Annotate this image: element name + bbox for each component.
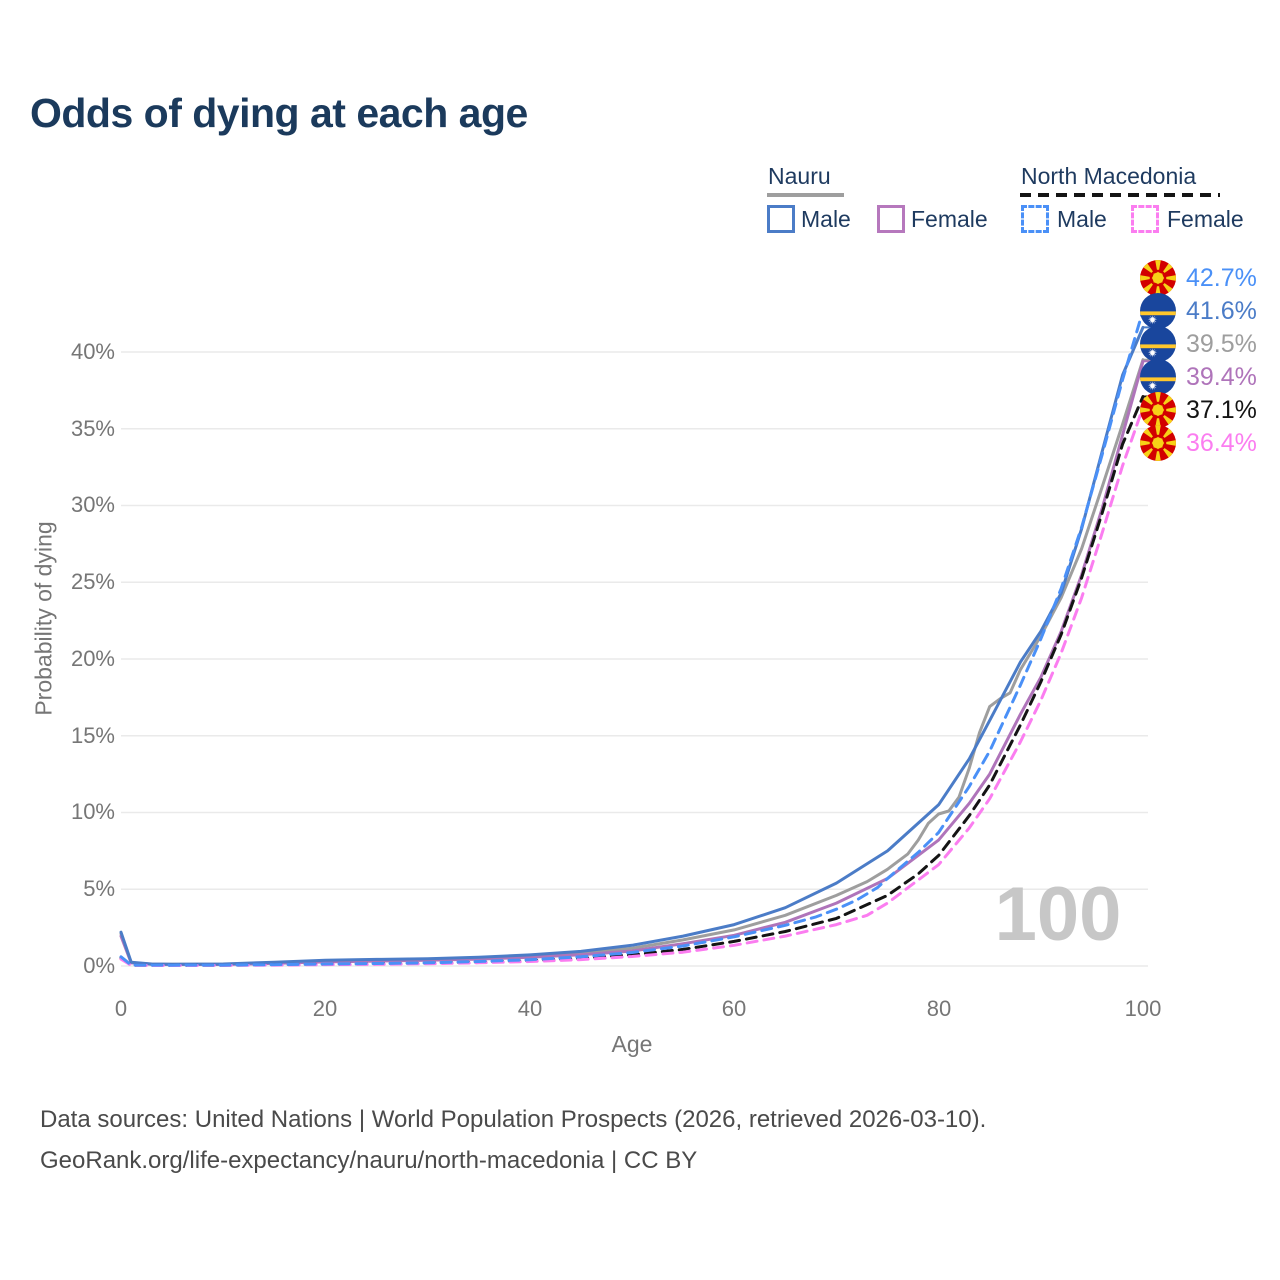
legend-label-nauru-male[interactable]: Male	[801, 206, 851, 232]
end-value: 39.4%	[1186, 363, 1257, 391]
watermark-age-100: 100	[995, 872, 1122, 957]
north-macedonia-flag-icon	[1140, 392, 1176, 428]
north-macedonia-flag-icon	[1140, 260, 1176, 296]
attribution-note: GeoRank.org/life-expectancy/nauru/north-…	[40, 1147, 698, 1174]
x-tick-40: 40	[517, 996, 543, 1021]
end-value: 37.1%	[1186, 396, 1257, 424]
series-line-nauru-all[interactable]	[119, 358, 1145, 966]
legend-label-nauru-female[interactable]: Female	[911, 206, 988, 232]
y-tick-10: 10%	[70, 799, 115, 824]
y-tick-40: 40%	[70, 339, 115, 364]
end-label-row: 41.6%	[1140, 293, 1280, 329]
legend-swatch-nm-male[interactable]	[1021, 205, 1049, 233]
legend-label-nm-female[interactable]: Female	[1167, 206, 1244, 232]
y-tick-5: 5%	[83, 876, 115, 901]
series-line-nauru-male[interactable]	[119, 325, 1145, 966]
end-label-row: 36.4%	[1140, 425, 1280, 461]
end-label-row: 39.5%	[1140, 326, 1280, 362]
series-line-nm-female[interactable]	[119, 405, 1145, 967]
legend-swatch-nauru-male[interactable]	[767, 205, 795, 233]
end-label-row: 37.1%	[1140, 392, 1280, 428]
y-tick-25: 25%	[70, 569, 115, 594]
nauru-flag-icon	[1140, 293, 1176, 329]
nauru-line-sample	[767, 193, 844, 197]
legend-group-north-macedonia-title: North Macedonia	[1021, 163, 1197, 189]
y-tick-30: 30%	[70, 492, 115, 517]
series-line-nm-male[interactable]	[119, 309, 1145, 967]
legend-swatch-nauru-female[interactable]	[877, 205, 905, 233]
x-axis-title: Age	[611, 1031, 653, 1057]
data-source-note: Data sources: United Nations | World Pop…	[40, 1106, 987, 1133]
north-macedonia-flag-icon	[1140, 425, 1176, 461]
end-value: 39.5%	[1186, 330, 1257, 358]
x-tick-20: 20	[312, 996, 338, 1021]
series-line-nauru-female[interactable]	[119, 359, 1145, 966]
x-tick-60: 60	[721, 996, 747, 1021]
legend-label-nm-male[interactable]: Male	[1057, 206, 1107, 232]
legend-group-nauru-title: Nauru	[768, 163, 831, 189]
nauru-flag-icon	[1140, 359, 1176, 395]
legend-swatch-nm-female[interactable]	[1131, 205, 1159, 233]
end-value: 42.7%	[1186, 264, 1257, 292]
end-label-row: 39.4%	[1140, 359, 1280, 395]
y-tick-15: 15%	[70, 723, 115, 748]
end-label-row: 42.7%	[1140, 260, 1280, 296]
x-tick-0: 0	[114, 996, 128, 1021]
y-tick-35: 35%	[70, 416, 115, 441]
x-tick-80: 80	[926, 996, 952, 1021]
north-macedonia-line-sample	[1020, 193, 1220, 197]
y-axis-title: Probability of dying	[30, 521, 57, 716]
end-value: 41.6%	[1186, 297, 1257, 325]
nauru-flag-icon	[1140, 326, 1176, 362]
y-tick-20: 20%	[70, 646, 115, 671]
end-value: 36.4%	[1186, 429, 1257, 457]
y-tick-0: 0%	[83, 953, 115, 978]
page-title: Odds of dying at each age	[30, 90, 528, 136]
series-line-nm-all[interactable]	[119, 395, 1145, 967]
x-tick-100: 100	[1124, 996, 1162, 1021]
